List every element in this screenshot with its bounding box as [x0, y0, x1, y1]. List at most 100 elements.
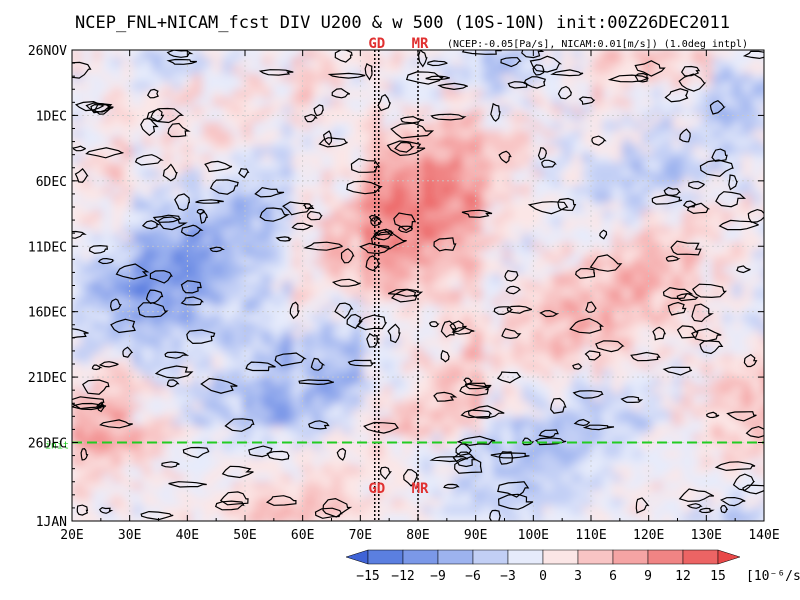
field-cell: [602, 170, 613, 179]
field-cell: [232, 282, 243, 291]
field-cell: [432, 282, 443, 291]
field-cell: [482, 450, 493, 459]
field-cell: [612, 394, 623, 403]
field-cell: [602, 514, 613, 521]
field-cell: [272, 330, 283, 339]
field-cell: [512, 202, 523, 211]
field-cell: [212, 274, 223, 283]
field-cell: [192, 234, 203, 243]
field-cell: [672, 450, 683, 459]
field-cell: [202, 330, 213, 339]
field-cell: [262, 114, 273, 123]
field-cell: [482, 506, 493, 515]
field-cell: [682, 466, 693, 475]
field-cell: [142, 210, 153, 219]
field-cell: [362, 434, 373, 443]
field-cell: [742, 298, 753, 307]
field-cell: [682, 338, 693, 347]
field-cell: [402, 458, 413, 467]
field-cell: [732, 306, 743, 315]
field-cell: [592, 450, 603, 459]
field-cell: [472, 394, 483, 403]
field-cell: [92, 354, 103, 363]
field-cell: [602, 378, 613, 387]
field-cell: [122, 474, 133, 483]
field-cell: [632, 50, 643, 59]
field-cell: [712, 354, 723, 363]
field-cell: [392, 234, 403, 243]
field-cell: [352, 210, 363, 219]
field-cell: [582, 138, 593, 147]
field-cell: [722, 298, 733, 307]
contour-line: [346, 313, 364, 330]
field-cell: [482, 234, 493, 243]
field-cell: [692, 114, 703, 123]
contour-line: [500, 57, 522, 68]
field-cell: [442, 98, 453, 107]
field-cell: [342, 314, 353, 323]
field-cell: [562, 298, 573, 307]
field-cell: [432, 50, 443, 59]
field-cell: [652, 322, 663, 331]
field-cell: [232, 50, 243, 59]
field-cell: [562, 474, 573, 483]
field-cell: [762, 90, 764, 99]
field-cell: [622, 418, 633, 427]
field-cell: [202, 402, 213, 411]
field-cell: [662, 290, 673, 299]
field-cell: [612, 210, 623, 219]
contour-line: [274, 352, 307, 367]
field-cell: [322, 482, 333, 491]
field-cell: [602, 258, 613, 267]
field-cell: [252, 274, 263, 283]
field-cell: [342, 146, 353, 155]
field-cell: [402, 482, 413, 491]
field-cell: [82, 114, 93, 123]
field-cell: [752, 330, 763, 339]
field-cell: [672, 362, 683, 371]
field-cell: [612, 298, 623, 307]
field-cell: [122, 314, 133, 323]
field-cell: [162, 98, 173, 107]
field-cell: [162, 66, 173, 75]
field-cell: [612, 170, 623, 179]
field-cell: [352, 442, 363, 451]
field-cell: [342, 290, 353, 299]
field-cell: [612, 58, 623, 67]
field-cell: [252, 450, 263, 459]
field-cell: [112, 274, 123, 283]
field-cell: [672, 354, 683, 363]
field-cell: [452, 338, 463, 347]
field-cell: [512, 434, 523, 443]
field-cell: [202, 506, 213, 515]
field-cell: [572, 458, 583, 467]
field-cell: [572, 90, 583, 99]
field-cell: [702, 106, 713, 115]
field-cell: [162, 506, 173, 515]
field-cell: [82, 194, 93, 203]
contour-line: [521, 50, 545, 59]
field-cell: [332, 466, 343, 475]
field-cell: [762, 466, 764, 475]
field-cell: [622, 442, 633, 451]
field-cell: [522, 50, 533, 59]
field-cell: [202, 458, 213, 467]
field-cell: [502, 210, 513, 219]
field-cell: [362, 138, 373, 147]
field-cell: [312, 122, 323, 131]
field-cell: [102, 306, 113, 315]
field-cell: [192, 106, 203, 115]
field-cell: [132, 410, 143, 419]
field-cell: [652, 266, 663, 275]
field-cell: [422, 298, 433, 307]
field-cell: [162, 50, 173, 59]
field-cell: [152, 202, 163, 211]
field-cell: [662, 434, 673, 443]
field-cell: [582, 458, 593, 467]
contour-line: [363, 421, 400, 434]
field-cell: [302, 98, 313, 107]
field-cell: [732, 178, 743, 187]
field-cell: [492, 322, 503, 331]
field-cell: [132, 482, 143, 491]
field-cell: [362, 154, 373, 163]
